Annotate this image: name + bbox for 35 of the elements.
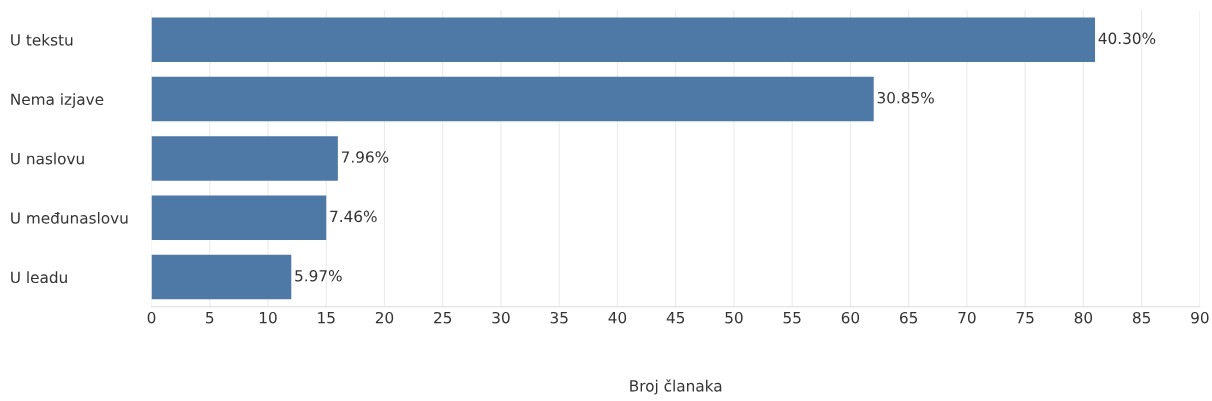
annotation: 30.85% [877,91,934,104]
y-tick-label: Nema izjave [11,93,104,109]
annotation: 7.46% [330,210,377,223]
bar [151,17,1096,62]
x-tick-label: 40 [608,311,627,324]
y-tick-label: U naslovu [11,152,84,165]
y-tick-label: U međunaslovu [11,211,128,224]
x-tick-label: 85 [1132,311,1151,324]
x-tick-label: 0 [147,311,156,324]
x-tick-label: 80 [1074,311,1093,324]
annotation: 40.30% [1098,32,1156,45]
y-tick-label: U leadu [11,271,67,284]
x-tick-label: 30 [492,311,510,324]
x-tick-label: 75 [1016,312,1034,324]
x-tick-label: 5 [206,312,214,324]
x-tick-label: 15 [318,312,335,324]
x-tick-label: 70 [958,311,976,324]
x-tick-label: 60 [841,311,860,324]
bar [151,195,327,240]
annotation: 7.96% [341,151,389,163]
bar [151,254,292,300]
y-tick-label: U tekstu [11,33,73,46]
x-tick-label: 45 [666,312,685,324]
bar [151,76,874,122]
x-tick-label: 10 [259,311,277,324]
bar [151,136,338,181]
x-tick-label: 20 [375,311,394,324]
x-tick-label: 55 [783,312,801,324]
x-axis-title: Broj članaka [630,379,722,395]
x-tick-label: 90 [1191,311,1209,324]
x-tick-label: 50 [725,311,743,324]
x-tick-label: 65 [900,311,918,324]
x-tick-label: 25 [434,311,452,324]
x-tick-label: 35 [550,311,568,324]
annotation: 5.97% [295,269,342,282]
